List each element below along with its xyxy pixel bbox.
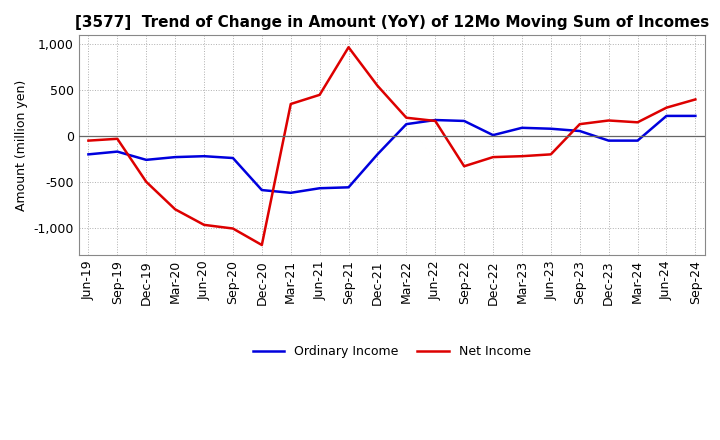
Line: Ordinary Income: Ordinary Income bbox=[89, 116, 696, 193]
Legend: Ordinary Income, Net Income: Ordinary Income, Net Income bbox=[248, 340, 536, 363]
Net Income bbox=[441, 133, 449, 139]
Ordinary Income bbox=[479, 128, 487, 133]
Net Income bbox=[354, 57, 362, 62]
Line: Net Income: Net Income bbox=[89, 47, 696, 245]
Ordinary Income bbox=[84, 152, 93, 157]
Ordinary Income bbox=[392, 132, 401, 137]
Ordinary Income bbox=[431, 117, 440, 123]
Ordinary Income bbox=[161, 155, 170, 161]
Ordinary Income bbox=[662, 113, 671, 118]
Net Income bbox=[691, 97, 700, 102]
Net Income bbox=[258, 242, 266, 248]
Y-axis label: Amount (million yen): Amount (million yen) bbox=[15, 80, 28, 211]
Net Income bbox=[402, 115, 410, 121]
Net Income bbox=[161, 198, 170, 203]
Net Income bbox=[84, 138, 93, 143]
Ordinary Income bbox=[489, 132, 498, 138]
Net Income bbox=[498, 154, 507, 159]
Title: [3577]  Trend of Change in Amount (YoY) of 12Mo Moving Sum of Incomes: [3577] Trend of Change in Amount (YoY) o… bbox=[75, 15, 709, 30]
Ordinary Income bbox=[287, 190, 295, 195]
Net Income bbox=[344, 44, 353, 50]
Net Income bbox=[489, 154, 498, 160]
Ordinary Income bbox=[691, 113, 700, 118]
Ordinary Income bbox=[344, 185, 353, 190]
